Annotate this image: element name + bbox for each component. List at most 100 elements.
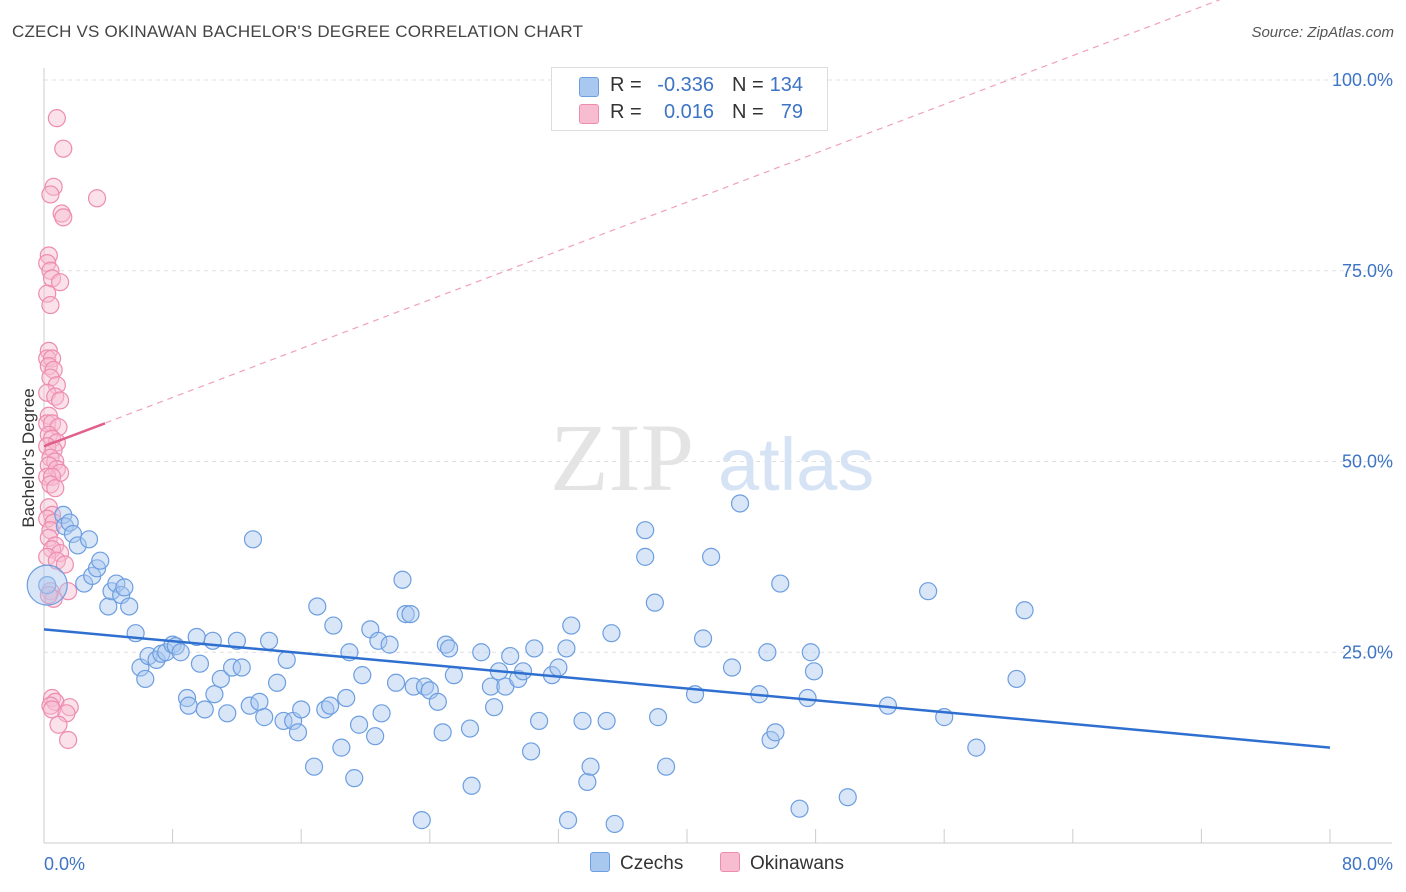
czech-point: [91, 551, 110, 570]
czech-point: [521, 742, 541, 761]
okinawan-point: [41, 368, 60, 387]
czech-point: [433, 723, 452, 742]
czech-point: [578, 772, 597, 792]
data-points: [26, 109, 1034, 834]
czech-point: [232, 658, 251, 677]
czech-point: [1015, 601, 1034, 620]
okinawan-point: [41, 185, 60, 204]
czech-point: [369, 631, 388, 650]
okinawan-point: [49, 715, 68, 734]
czech-point: [558, 811, 578, 830]
y-tick-label: 100.0%: [1332, 70, 1393, 90]
legend-n-label: N =: [732, 101, 764, 123]
okinawan-point: [87, 189, 107, 208]
czech-point: [462, 776, 481, 795]
czech-point: [758, 643, 777, 662]
stats-legend: R = -0.336 N = 134 R = 0.016 N = 79: [551, 67, 828, 131]
okinawan-trend-line: [43, 422, 106, 448]
bottom-legend-okinawans: Okinawans: [720, 852, 844, 875]
czech-point: [332, 738, 351, 757]
bottom-legend-swatch-okinawans: [720, 852, 740, 872]
y-tick-label: 75.0%: [1342, 261, 1393, 281]
x-tick-label: 0.0%: [44, 854, 85, 874]
czech-point: [605, 814, 624, 834]
czech-point: [722, 658, 742, 677]
czech-point: [99, 597, 118, 616]
watermark: ZIP atlas: [550, 404, 874, 511]
czech-point: [444, 666, 464, 685]
czech-point: [321, 696, 340, 715]
czech-point: [60, 513, 79, 532]
czech-point-cluster: [26, 564, 68, 606]
czech-point: [171, 643, 190, 662]
legend-n-value: 134: [769, 74, 803, 96]
czech-point: [790, 799, 809, 818]
czech-point: [597, 711, 616, 731]
czech-point: [602, 624, 621, 643]
okinawan-point: [47, 109, 66, 128]
legend-row-okinawans: R = 0.016 N = 79: [552, 101, 827, 127]
czech-point: [337, 688, 356, 708]
czech-point: [530, 711, 549, 731]
chart-title: CZECH VS OKINAWAN BACHELOR'S DEGREE CORR…: [12, 22, 584, 41]
watermark-atlas: atlas: [718, 423, 874, 506]
grid-lines: [44, 79, 1392, 653]
bottom-legend-swatch-czechs: [590, 852, 610, 872]
legend-row-czechs: R = -0.336 N = 134: [552, 74, 827, 100]
czech-point: [177, 688, 197, 708]
czech-point: [380, 635, 399, 654]
okinawan-point: [38, 284, 57, 303]
czech-point: [255, 708, 274, 727]
czech-point: [693, 629, 713, 648]
czech-point: [349, 715, 369, 734]
czech-point: [195, 700, 214, 719]
watermark-zip: ZIP: [550, 404, 694, 511]
czech-point: [771, 574, 790, 593]
czech-point: [304, 757, 324, 776]
czech-point: [636, 521, 655, 540]
czech-point: [115, 578, 134, 597]
czech-point: [63, 524, 83, 544]
czech-point: [386, 673, 406, 692]
czech-point: [243, 530, 263, 549]
okinawan-point: [42, 467, 62, 486]
okinawan-point: [42, 700, 62, 719]
czech-point: [396, 604, 415, 624]
czech-point: [657, 757, 676, 776]
czech-point: [485, 698, 504, 717]
trend-lines: [43, 0, 1331, 749]
legend-n-label: N =: [732, 74, 764, 96]
czech-point: [472, 643, 491, 662]
czech-point: [645, 593, 664, 612]
okinawan-point: [54, 208, 73, 227]
czech-point: [211, 669, 230, 689]
okinawan-point: [59, 730, 78, 750]
czech-point: [120, 597, 139, 616]
czech-point: [501, 646, 520, 666]
czech-point: [250, 692, 269, 711]
czech-point: [274, 711, 293, 731]
axes: [43, 68, 1392, 844]
czech-point: [549, 658, 568, 677]
czech-point: [345, 769, 364, 788]
czech-point: [573, 711, 592, 731]
okinawan-point: [54, 139, 73, 158]
czech-point: [240, 696, 259, 715]
source-text: Source: ZipAtlas.com: [1251, 24, 1394, 41]
x-tick-label: 80.0%: [1342, 854, 1393, 874]
czech-point: [205, 685, 224, 704]
legend-swatch-czechs: [579, 77, 599, 97]
czech-point: [147, 650, 166, 669]
czech-point: [557, 639, 576, 658]
okinawan-point: [49, 418, 68, 437]
okinawan-point: [46, 479, 65, 498]
okinawan-point: [39, 528, 58, 547]
czech-point: [79, 530, 99, 549]
czech-point: [801, 643, 820, 662]
czech-point: [439, 639, 459, 658]
czech-point: [222, 658, 242, 677]
czech-point: [1007, 669, 1026, 689]
czech-point: [54, 505, 73, 525]
czech-point: [581, 757, 600, 776]
